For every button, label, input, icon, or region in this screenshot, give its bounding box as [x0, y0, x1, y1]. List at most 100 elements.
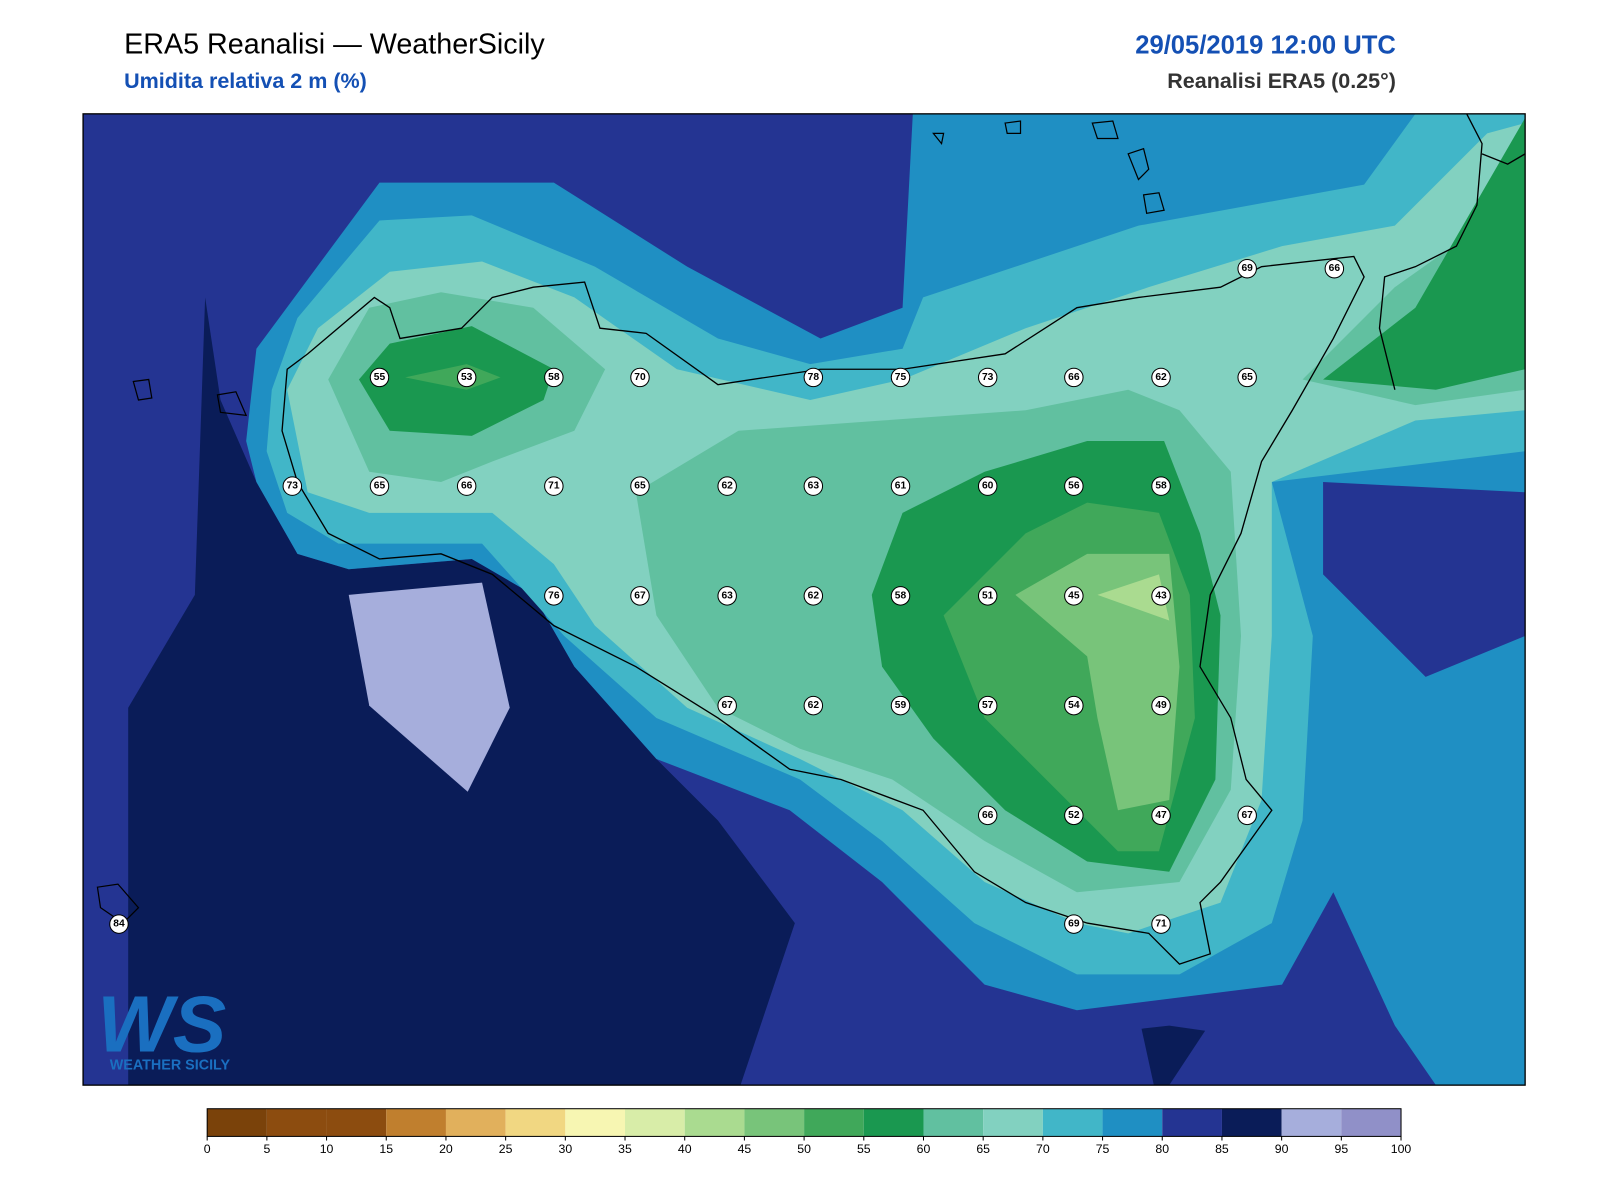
station-value: 63: [721, 590, 733, 601]
station-marker: [717, 586, 737, 606]
colorbar-tick-label: 100: [1391, 1142, 1412, 1156]
station-marker: [977, 476, 998, 496]
station-value: 71: [548, 481, 560, 492]
colorbar-segment: [207, 1108, 267, 1137]
station-marker: [890, 695, 911, 716]
colorbar-segment: [983, 1108, 1043, 1137]
station-marker: [1064, 367, 1084, 388]
station-marker: [544, 476, 564, 496]
station-value: 58: [548, 372, 560, 383]
colorbar-tick-label: 80: [1155, 1142, 1169, 1156]
station-marker: [630, 476, 650, 496]
station-marker: [1064, 805, 1084, 826]
station-marker: [456, 367, 477, 388]
station-value: 58: [1155, 481, 1167, 492]
colorbar: 0 5 10 15 20 25 30 35 40 45 50 55 60 65 70 75 80 85 90 95 10…: [204, 1108, 1412, 1156]
colorbar-tick-label: 75: [1096, 1142, 1110, 1156]
station-marker: [890, 367, 911, 388]
station-marker: [1151, 805, 1171, 826]
station-value: 67: [721, 700, 733, 711]
station-marker: [1151, 476, 1171, 496]
colorbar-tick-label: 50: [797, 1142, 811, 1156]
colorbar-segment: [1042, 1108, 1103, 1137]
station-value: 73: [287, 481, 299, 492]
station-value: 84: [113, 919, 125, 930]
station-value: 67: [634, 590, 646, 601]
stations: 69 66 55 53 58 70 78 75 73 66 62 65 73 65 66 71 65 62 63 61…: [109, 258, 1345, 934]
station-value: 75: [895, 372, 907, 383]
colorbar-segment: [625, 1108, 685, 1137]
station-marker: [1064, 695, 1084, 716]
station-value: 54: [1068, 700, 1080, 711]
station-value: 53: [461, 372, 473, 383]
colorbar-tick-label: 55: [857, 1142, 871, 1156]
colorbar-segment: [1102, 1108, 1163, 1137]
source: Reanalisi ERA5 (0.25°): [1167, 69, 1396, 93]
colorbar-tick-label: 10: [320, 1142, 334, 1156]
station-value: 62: [721, 481, 733, 492]
station-marker: [544, 586, 564, 606]
colorbar-tick-label: 45: [738, 1142, 752, 1156]
station-marker: [1064, 476, 1084, 496]
station-marker: [630, 367, 650, 388]
station-marker: [369, 367, 390, 388]
colorbar-segment: [684, 1108, 745, 1137]
station-marker: [109, 914, 129, 934]
station-value: 76: [548, 590, 560, 601]
logo-text: WEATHER SICILY: [110, 1058, 231, 1074]
subtitle: Umidita relativa 2 m (%): [124, 69, 367, 93]
colorbar-segment: [1281, 1108, 1342, 1137]
station-marker: [803, 476, 824, 496]
station-value: 66: [1329, 263, 1341, 274]
station-marker: [1064, 914, 1084, 934]
station-value: 66: [1068, 372, 1080, 383]
colorbar-segment: [804, 1108, 864, 1137]
colorbar-segment: [445, 1108, 506, 1137]
colorbar-tick-label: 35: [618, 1142, 632, 1156]
date: 29/05/2019 12:00 UTC: [1135, 31, 1396, 59]
station-marker: [1237, 258, 1257, 279]
colorbar-segment: [1162, 1108, 1222, 1137]
station-value: 56: [1068, 481, 1080, 492]
station-value: 49: [1155, 700, 1167, 711]
title: ERA5 Reanalisi — WeatherSicily: [124, 28, 545, 60]
station-value: 62: [1155, 372, 1167, 383]
station-marker: [1237, 367, 1257, 388]
station-value: 69: [1241, 263, 1253, 274]
station-marker: [456, 476, 477, 496]
colorbar-tick-label: 60: [917, 1142, 931, 1156]
station-marker: [369, 476, 390, 496]
station-value: 65: [374, 481, 386, 492]
colorbar-segment: [266, 1108, 327, 1137]
station-marker: [977, 586, 998, 606]
colorbar-segment: [565, 1108, 626, 1137]
station-value: 63: [808, 481, 820, 492]
colorbar-tick-label: 25: [499, 1142, 513, 1156]
station-value: 78: [808, 372, 820, 383]
station-marker: [1324, 258, 1345, 279]
station-value: 65: [1241, 372, 1253, 383]
colorbar-tick-label: 95: [1334, 1142, 1348, 1156]
station-marker: [977, 695, 998, 716]
colorbar-segment: [1221, 1108, 1282, 1137]
colorbar-tick-label: 30: [558, 1142, 572, 1156]
station-marker: [282, 476, 303, 496]
station-value: 60: [982, 481, 994, 492]
colorbar-segment: [744, 1108, 805, 1137]
station-value: 45: [1068, 590, 1080, 601]
colorbar-tick-label: 5: [263, 1142, 270, 1156]
station-marker: [890, 476, 911, 496]
station-value: 57: [982, 700, 994, 711]
station-marker: [630, 586, 650, 606]
colorbar-segment: [386, 1108, 446, 1137]
station-marker: [1151, 914, 1171, 934]
station-value: 71: [1155, 919, 1167, 930]
station-marker: [803, 586, 824, 606]
station-marker: [717, 695, 737, 716]
colorbar-segment: [1341, 1108, 1402, 1137]
colorbar-tick-label: 70: [1036, 1142, 1050, 1156]
station-value: 70: [634, 372, 646, 383]
colorbar-tick-label: 40: [678, 1142, 692, 1156]
